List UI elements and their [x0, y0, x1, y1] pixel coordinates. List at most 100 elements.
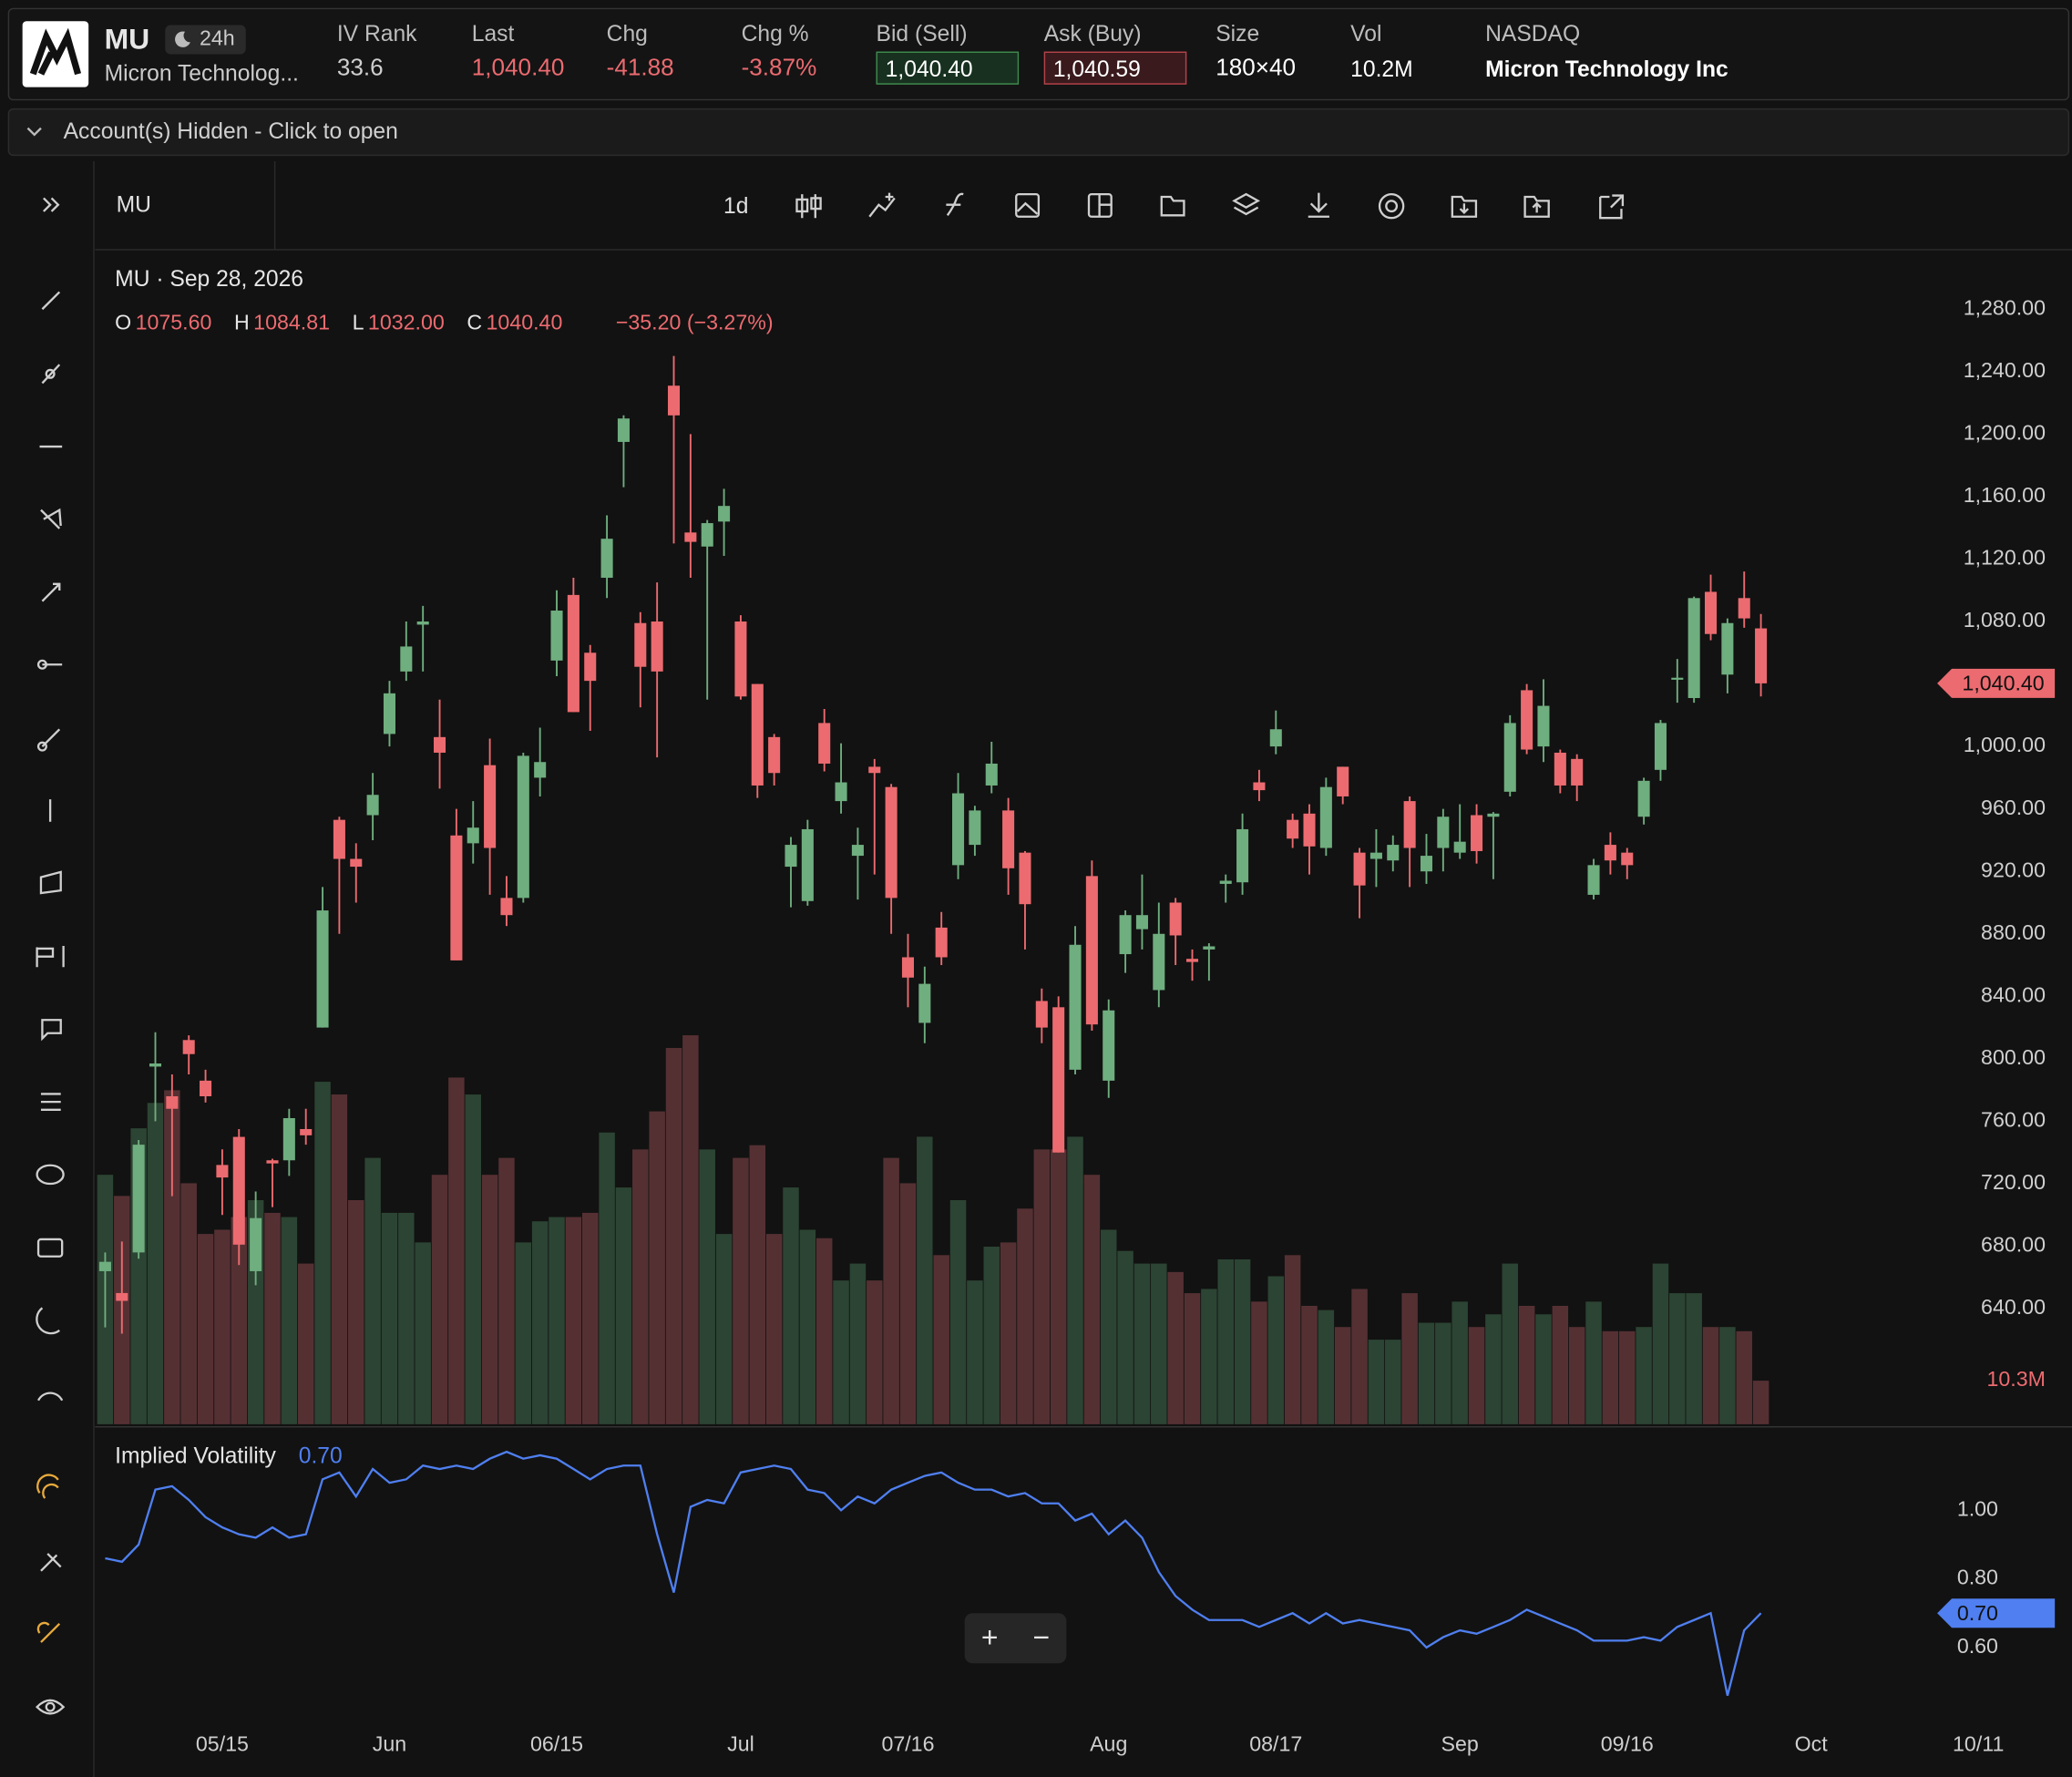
- candle-body: [600, 539, 613, 579]
- field-value: 180×40: [1216, 54, 1297, 81]
- candle-body: [1135, 915, 1148, 930]
- change: −35.20 (−3.27%): [616, 310, 774, 334]
- price-tag-label: 1,040.40: [1962, 671, 2044, 694]
- candle-body: [1403, 801, 1416, 848]
- candle-body: [1721, 622, 1734, 675]
- field-value: Micron Technology Inc: [1485, 56, 1728, 82]
- volume-bar: [431, 1175, 448, 1424]
- candle-body: [701, 523, 713, 547]
- chart-title: MU · Sep 28, 2026: [115, 267, 303, 292]
- field-value: 10.2M: [1350, 56, 1413, 82]
- candle-body: [316, 910, 329, 1028]
- volume-bar: [331, 1094, 348, 1424]
- moon-icon: [175, 31, 190, 47]
- candle-body: [1387, 845, 1400, 861]
- volume-bar: [197, 1234, 214, 1424]
- candle-body: [132, 1145, 145, 1253]
- volume-bar: [1334, 1327, 1351, 1424]
- volume-bar: [1318, 1310, 1335, 1424]
- candle-body: [1319, 786, 1332, 848]
- candle-body: [1153, 933, 1165, 991]
- iv-tag-label: 0.70: [1957, 1601, 1998, 1625]
- volume-bar: [1184, 1293, 1201, 1424]
- candle-body: [116, 1292, 128, 1301]
- volume-bar: [381, 1212, 398, 1424]
- candle-body: [952, 793, 965, 866]
- volume-bar: [531, 1221, 549, 1424]
- candle-body: [1035, 1001, 1048, 1028]
- candle-body: [634, 622, 647, 667]
- volume-bar: [783, 1187, 799, 1424]
- field-value: -3.87%: [741, 54, 817, 81]
- y-tick-label: 800.00: [1981, 1045, 2046, 1069]
- logo-mark: [29, 27, 82, 76]
- volume-bar: [498, 1157, 515, 1424]
- volume-bar: [1050, 1149, 1067, 1424]
- zoom-bar: [964, 1613, 1067, 1664]
- interval[interactable]: 1d: [723, 194, 748, 219]
- candle-body: [918, 983, 931, 1023]
- volume-bar: [1401, 1293, 1418, 1424]
- volume-bar: [1351, 1289, 1368, 1424]
- session-badge[interactable]: 24h: [165, 25, 246, 55]
- field-value: 1,040.40: [471, 54, 565, 81]
- volume-bar: [364, 1157, 381, 1424]
- y-tick-label: 840.00: [1981, 982, 2046, 1006]
- candle-body: [300, 1128, 313, 1135]
- volume-bar: [465, 1094, 481, 1424]
- candle-body: [450, 835, 463, 960]
- zoom-out[interactable]: −: [1032, 1621, 1050, 1654]
- candle-body: [617, 418, 630, 442]
- zoom-in[interactable]: +: [981, 1621, 999, 1654]
- y-tick-label: 920.00: [1981, 858, 2046, 881]
- volume-bar: [1117, 1250, 1133, 1424]
- field-value: 33.6: [336, 54, 384, 81]
- candle-body: [1671, 677, 1684, 680]
- candle-body: [434, 736, 446, 753]
- candle-body: [400, 646, 413, 672]
- ohlc-label: O: [115, 310, 131, 334]
- y-tick-label: 1,160.00: [1964, 483, 2046, 507]
- candle-body: [985, 763, 998, 786]
- price-tag: [1937, 668, 2056, 698]
- candle-body: [1052, 1007, 1065, 1153]
- candle-body: [1353, 852, 1366, 886]
- candle-body: [1203, 946, 1216, 950]
- candle-body: [517, 755, 529, 899]
- x-tick-label: Oct: [1795, 1731, 1829, 1755]
- candle-body: [1755, 628, 1768, 683]
- volume-bar: [983, 1247, 1000, 1424]
- iv-tick-label: 0.80: [1957, 1566, 1998, 1589]
- candle-body: [901, 957, 915, 978]
- volume-bar: [1301, 1305, 1318, 1424]
- candle-body: [1637, 780, 1650, 817]
- volume-bar: [297, 1263, 314, 1424]
- candle-body: [818, 723, 831, 764]
- volume-bar: [1535, 1314, 1552, 1424]
- ohlc-value: 1075.60: [136, 310, 212, 334]
- toolbar-symbol[interactable]: MU: [117, 193, 151, 218]
- candle-body: [1654, 723, 1667, 770]
- candle-body: [584, 652, 597, 682]
- iv-line: [105, 1450, 1762, 1696]
- volume-bar: [1151, 1263, 1167, 1424]
- accounts-text: Account(s) Hidden - Click to open: [63, 118, 398, 145]
- candle-body: [182, 1040, 195, 1054]
- candle-body: [1287, 819, 1299, 839]
- x-tick-label: 06/15: [530, 1731, 583, 1755]
- volume-bar: [1267, 1276, 1285, 1424]
- volume-bar: [665, 1047, 682, 1424]
- volume-bar: [1217, 1258, 1234, 1424]
- volume-bar: [632, 1149, 649, 1424]
- volume-bar: [699, 1149, 715, 1424]
- sidebar-icons: [35, 197, 66, 1715]
- volume-bar: [933, 1255, 949, 1424]
- volume-bar: [164, 1090, 180, 1424]
- x-tick-label: 08/17: [1249, 1731, 1302, 1755]
- accounts-bar[interactable]: Account(s) Hidden - Click to open: [7, 108, 2070, 157]
- volume-bar: [899, 1183, 917, 1424]
- candle-body: [868, 766, 881, 774]
- volume-bar: [1435, 1322, 1451, 1424]
- x-tick-label: Sep: [1441, 1731, 1479, 1755]
- field-label: NASDAQ: [1485, 21, 1581, 46]
